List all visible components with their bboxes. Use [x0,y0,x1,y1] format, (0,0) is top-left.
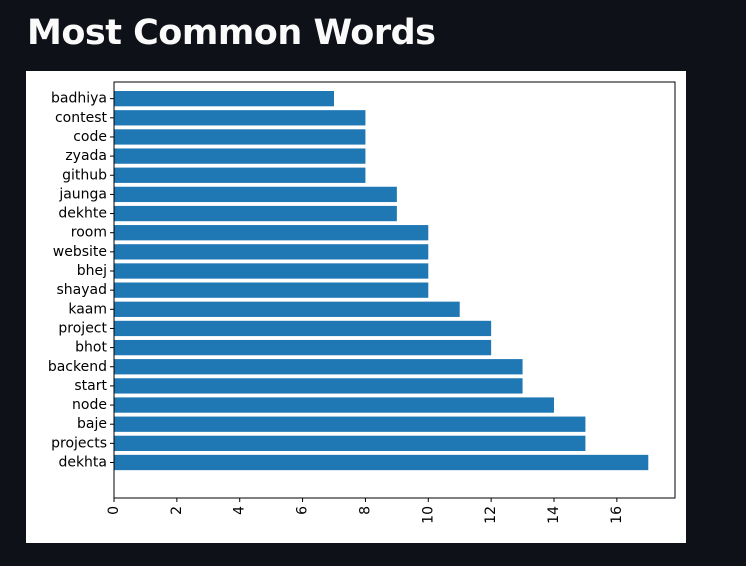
y-tick-label: baje [77,416,107,432]
y-tick-label: dekhta [58,455,107,471]
x-tick-label: 14 [546,506,562,524]
bars-layer [114,91,649,471]
y-axis: dekhta projects baje node start backend bhot pr… [48,91,114,471]
y-tick-label: start [74,378,107,394]
y-tick-label: github [62,167,107,183]
y-tick-label: bhot [75,340,107,356]
y-tick-label: node [72,397,107,413]
y-tick-label: badhiya [51,91,107,107]
bar-badhiya [114,91,334,107]
bar-bhot [114,339,492,356]
x-tick-label: 12 [483,506,499,524]
bar-bhej [114,263,429,279]
bar-project [114,320,492,337]
y-tick-label: contest [55,110,108,126]
y-tick-label: bhej [77,263,107,279]
y-tick-label: backend [48,359,107,375]
bar-contest [114,110,366,126]
bar-jaunga [114,186,397,203]
y-tick-label: zyada [65,148,107,164]
y-tick-label: jaunga [58,186,107,202]
bar-dekhta [114,454,649,471]
y-tick-label: shayad [57,282,108,298]
page-title: Most Common Words [27,13,436,53]
x-tick-label: 6 [295,506,311,515]
bar-backend [114,359,523,375]
bar-dekhte [114,205,397,222]
y-tick-label: projects [51,435,107,451]
bar-website [114,244,429,260]
y-tick-label: code [73,129,107,145]
y-tick-label: kaam [68,301,107,317]
x-tick-label: 0 [106,506,122,515]
x-axis: 0 2 4 6 8 10 12 14 16 [106,498,625,524]
x-tick-label: 8 [357,506,373,515]
bar-zyada [114,148,366,164]
x-tick-label: 10 [420,506,436,524]
y-tick-label: project [58,320,107,336]
x-tick-label: 16 [609,506,625,524]
bar-shayad [114,282,429,298]
bar-github [114,167,366,183]
bar-projects [114,435,586,451]
bar-node [114,397,554,413]
x-tick-label: 2 [169,506,185,515]
y-tick-label: website [53,244,107,260]
bar-room [114,225,429,241]
bar-code [114,129,366,145]
y-tick-label: dekhte [58,206,107,222]
bar-baje [114,416,586,432]
x-tick-label: 4 [232,506,248,515]
y-tick-label: room [71,225,107,241]
chart-card: dekhta projects baje node start backend bhot pr… [26,71,686,543]
bar-start [114,378,523,394]
bar-chart: dekhta projects baje node start backend bhot pr… [48,81,676,524]
bar-kaam [114,301,460,317]
